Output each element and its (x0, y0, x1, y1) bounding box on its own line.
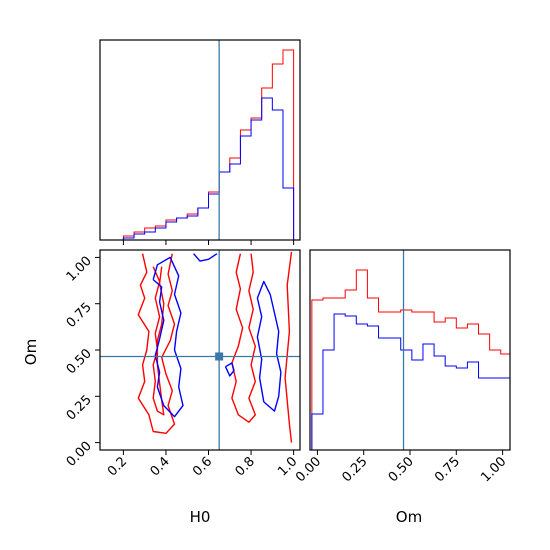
panel-contour-h0-om (100, 250, 300, 450)
contour-red-1 (137, 253, 176, 434)
hist-om-x-tick-label-1: 0.25 (339, 454, 370, 485)
x-axis-label-h0: H0 (190, 508, 211, 526)
hist-om-blue-series (311, 313, 511, 450)
contour-y-tick-label-0: 0.00 (64, 439, 95, 470)
hist-om-x-tick-label-4: 1.00 (478, 454, 509, 485)
contour-y-tick-label-1: 0.25 (64, 393, 95, 424)
hist-om-x-tick-label-3: 0.75 (432, 454, 463, 485)
contour-blue-2 (193, 253, 218, 262)
hist-h0-red-series (122, 49, 295, 240)
truth-marker (215, 352, 224, 361)
contour-area (137, 251, 293, 443)
contour-x-tick-label-2: 0.6 (190, 454, 215, 479)
x-axis-label-om: Om (396, 508, 422, 526)
frame-hist-h0 (99, 39, 301, 241)
contour-red-4 (284, 251, 293, 443)
y-axis-label-om: Om (22, 339, 40, 365)
contour-red-2 (152, 266, 165, 416)
panel-hist-om (311, 250, 511, 450)
contour-x-tick-label-0: 0.2 (105, 454, 130, 479)
axes-frames (99, 39, 511, 451)
contour-red-3 (231, 253, 256, 423)
contour-blue-3 (256, 280, 282, 412)
contour-x-tick-label-3: 0.8 (233, 454, 258, 479)
contour-y-tick-label-3: 0.75 (64, 300, 95, 331)
panel-hist-h0 (122, 40, 295, 240)
hist-om-red-series (311, 269, 511, 450)
contour-blue-1 (152, 256, 184, 418)
hist-om-x-tick-label-0: 0.00 (293, 454, 324, 485)
contour-x-tick-label-1: 0.4 (148, 454, 173, 479)
hist-h0-blue-series (122, 97, 295, 240)
contour-blue-4 (224, 362, 235, 377)
hist-om-x-tick-label-2: 0.50 (386, 454, 417, 485)
contour-y-tick-label-4: 1.00 (64, 254, 95, 285)
frame-contour (99, 249, 301, 451)
contour-y-tick-label-2: 0.50 (64, 346, 95, 377)
